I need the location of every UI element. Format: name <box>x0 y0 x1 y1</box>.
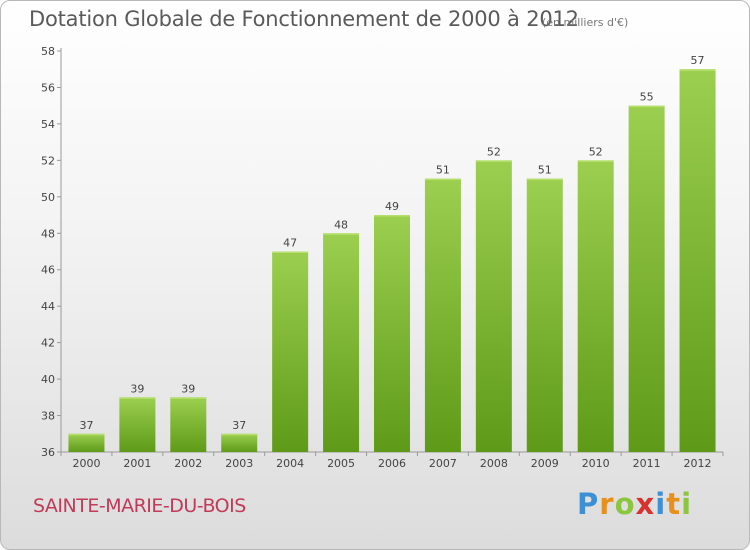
bar-top-highlight <box>68 433 105 436</box>
x-tick-label: 2005 <box>327 457 355 470</box>
logo-letter: o <box>614 487 636 521</box>
x-tick-label: 2012 <box>684 457 712 470</box>
bar-top-highlight <box>577 160 614 162</box>
bar <box>628 105 665 452</box>
data-label: 57 <box>691 54 705 67</box>
proxiti-logo[interactable]: Proxiti <box>577 487 692 521</box>
y-tick-label: 36 <box>41 446 55 459</box>
y-tick-label: 48 <box>41 227 55 240</box>
logo-letter: x <box>635 487 656 521</box>
x-tick-label: 2011 <box>633 457 661 470</box>
x-tick-label: 2009 <box>531 457 559 470</box>
logo-letter: i <box>655 487 667 521</box>
x-tick-label: 2000 <box>72 457 100 470</box>
data-labels: 37 39 39 37 47 48 49 51 52 51 52 55 57 <box>79 54 704 432</box>
y-tick-label: 52 <box>41 154 55 167</box>
data-label: 55 <box>640 91 654 104</box>
data-label: 48 <box>334 218 348 231</box>
bar-top-highlight <box>475 160 512 162</box>
data-label: 37 <box>79 419 93 432</box>
data-label: 51 <box>436 164 450 177</box>
bar <box>577 160 614 452</box>
data-label: 49 <box>385 200 399 213</box>
logo-letter: P <box>577 487 600 521</box>
bars <box>68 69 716 453</box>
bar <box>475 160 512 452</box>
y-tick-label: 54 <box>41 118 55 131</box>
data-label: 39 <box>181 382 195 395</box>
bar-top-highlight <box>526 178 563 181</box>
bar <box>323 233 360 452</box>
data-label: 39 <box>130 382 144 395</box>
data-label: 51 <box>538 164 552 177</box>
y-tick-label: 40 <box>41 373 55 386</box>
bar <box>374 215 410 452</box>
data-label: 47 <box>283 237 297 250</box>
bar-top-highlight <box>424 178 461 181</box>
y-tick-label: 38 <box>41 410 55 423</box>
bar <box>679 69 716 453</box>
data-label: 52 <box>487 145 501 158</box>
bar-top-highlight <box>374 215 410 217</box>
x-tick-label: 2001 <box>123 457 151 470</box>
bar <box>424 178 461 452</box>
x-tick-label: 2003 <box>225 457 253 470</box>
chart-title: Dotation Globale de Fonctionnement de 20… <box>29 7 579 31</box>
y-tick-label: 44 <box>41 300 55 313</box>
bar <box>272 251 309 452</box>
bar <box>221 433 258 452</box>
bar-top-highlight <box>323 233 360 235</box>
logo-letter: i <box>681 487 693 521</box>
bar <box>170 397 207 452</box>
data-label: 37 <box>232 419 246 432</box>
commune-name: SAINTE-MARIE-DU-BOIS <box>33 495 246 517</box>
y-tick-label: 56 <box>41 81 55 94</box>
bar <box>68 433 105 452</box>
x-tick-label: 2006 <box>378 457 406 470</box>
y-tick-label: 58 <box>41 45 55 58</box>
x-tick-label: 2002 <box>174 457 202 470</box>
y-tick-label: 42 <box>41 337 55 350</box>
logo-letter: t <box>666 487 682 521</box>
axes: 36 38 40 42 44 46 48 50 52 54 56 58 2000 2001 2002 2003… <box>41 45 724 470</box>
bar-top-highlight <box>119 397 156 399</box>
unit-note: (en milliers d'€) <box>542 16 629 29</box>
x-tick-label: 2010 <box>582 457 610 470</box>
y-tick-label: 50 <box>41 191 55 204</box>
x-tick-label: 2004 <box>276 457 304 470</box>
bar-top-highlight <box>679 69 716 71</box>
x-tick-label: 2007 <box>429 457 457 470</box>
bar <box>526 178 563 452</box>
bar <box>119 397 156 452</box>
bar-top-highlight <box>170 397 207 399</box>
x-tick-label: 2008 <box>480 457 508 470</box>
bar-top-highlight <box>272 251 309 253</box>
logo-letter: r <box>599 487 615 521</box>
bar-top-highlight <box>221 433 258 436</box>
bar-top-highlight <box>628 105 665 108</box>
y-tick-label: 46 <box>41 264 55 277</box>
data-label: 52 <box>589 145 603 158</box>
